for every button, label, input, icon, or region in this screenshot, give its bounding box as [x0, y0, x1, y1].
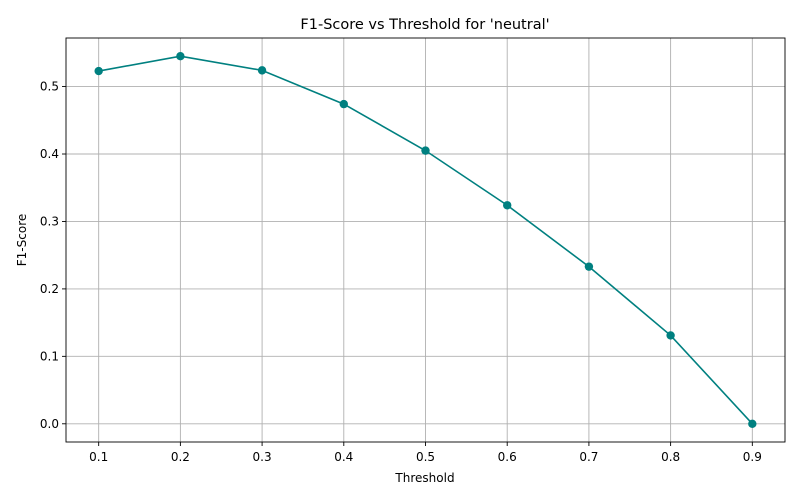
data-point	[94, 66, 103, 76]
y-tick-label: 0.1	[40, 349, 59, 363]
x-axis-label: Threshold	[394, 471, 454, 485]
x-tick-label: 0.7	[579, 450, 598, 464]
data-point	[339, 99, 348, 109]
x-tick-label: 0.9	[743, 450, 762, 464]
x-tick-label: 0.4	[334, 450, 353, 464]
data-point	[503, 201, 512, 210]
plot-frame	[65, 37, 786, 443]
y-tick-label: 0.4	[40, 147, 59, 161]
data-point	[584, 262, 594, 271]
x-tick-label: 0.2	[171, 450, 190, 464]
chart-title: F1-Score vs Threshold for 'neutral'	[300, 17, 549, 33]
data-point	[421, 146, 430, 155]
x-tick-label: 0.8	[661, 450, 680, 464]
grid-layer	[66, 38, 785, 442]
data-point	[176, 52, 185, 61]
y-tick-label: 0.5	[40, 80, 59, 94]
axes-layer: 0.1 0.2 0.3 0.4 0.5 0.6 0.7 0.8 0.9 0.0 0.1 0.2 0.3 0…	[40, 37, 786, 464]
x-tick-label: 0.3	[253, 450, 272, 464]
data-point	[257, 66, 267, 75]
x-tick-label: 0.1	[89, 450, 108, 464]
data-point	[666, 331, 675, 340]
y-tick-label: 0.3	[40, 214, 59, 228]
y-tick-label: 0.2	[40, 282, 59, 296]
y-axis-label: F1-Score	[15, 214, 29, 266]
x-tick-label: 0.5	[416, 450, 435, 464]
x-tick-label: 0.6	[498, 450, 517, 464]
series-layer	[94, 52, 757, 428]
y-tick-label: 0.0	[40, 417, 59, 431]
data-point	[748, 419, 757, 428]
